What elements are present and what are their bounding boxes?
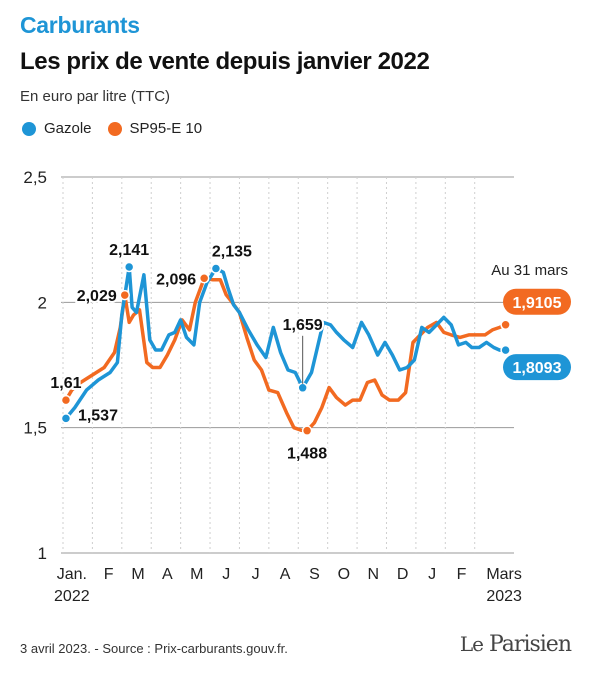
legend-item-sp95: SP95-E 10 [107,120,203,137]
legend: Gazole SP95-E 10 [22,120,218,137]
annotation-label: 1,537 [78,407,118,424]
chart-subtitle: En euro par litre (TTC) [20,88,171,105]
annotation-label: 2,141 [109,242,149,259]
x-tick-label: M [190,566,203,583]
source-note: 3 avril 2023. - Source : Prix-carburants… [20,641,288,656]
end-value-label-gazole: 1,8093 [513,360,562,377]
chart-title: Les prix de vente depuis janvier 2022 [20,48,430,75]
series-line-gazole [64,265,508,421]
annotation-label: 2,096 [156,271,196,288]
annotation-label: 1,659 [283,317,323,334]
x-tick-label: D [397,566,409,583]
annotation-point [210,263,222,274]
y-tick-label: 2 [38,293,47,312]
y-tick-label: 1,5 [23,419,47,438]
end-point-sp95 [500,319,511,331]
x-tick-label: J [252,566,260,583]
x-tick-label: F [457,566,467,583]
annotation-label: 2,029 [77,288,117,305]
end-date-note: Au 31 mars [491,262,568,279]
x-tick-year-label: 2023 [486,588,522,605]
x-tick-label: Mars [486,566,522,583]
legend-label-sp95: SP95-E 10 [129,120,203,137]
x-tick-label: M [131,566,144,583]
annotation-point [119,289,131,301]
legend-swatch-sp95 [107,121,122,136]
x-tick-year-label: 2022 [54,588,90,605]
end-value-pill-gazole [503,354,571,381]
y-tick-label: 1 [38,544,47,563]
annotation-point [198,273,210,284]
annotation-point [60,413,72,424]
annotation-label: 1,488 [287,446,327,463]
annotation-label: 2,135 [212,243,252,260]
x-tick-label: J [222,566,230,583]
annotation-point [60,394,72,406]
end-value-pill-sp95 [503,288,571,315]
x-tick-label: A [162,566,173,583]
legend-swatch-gazole [22,121,36,136]
end-value-label-sp95: 1,9105 [513,295,562,312]
x-tick-label: F [104,566,114,583]
x-tick-label: A [280,566,291,583]
y-tick-label: 2,5 [23,168,47,187]
x-tick-label: S [309,566,320,583]
end-point-gazole [500,344,511,356]
legend-item-gazole: Gazole [22,120,92,137]
x-tick-label: J [428,566,436,583]
annotation-point [123,261,135,273]
legend-label-gazole: Gazole [44,120,92,137]
chart-kicker: Carburants [20,12,140,38]
x-tick-label: N [367,566,379,583]
annotation-point [297,382,308,394]
annotation-point [301,425,313,436]
x-tick-label: O [338,566,350,583]
annotation-label: 1,61 [50,375,81,392]
x-tick-label: Jan. [57,566,87,583]
le-parisien-logo: Le Parisien [459,632,572,657]
